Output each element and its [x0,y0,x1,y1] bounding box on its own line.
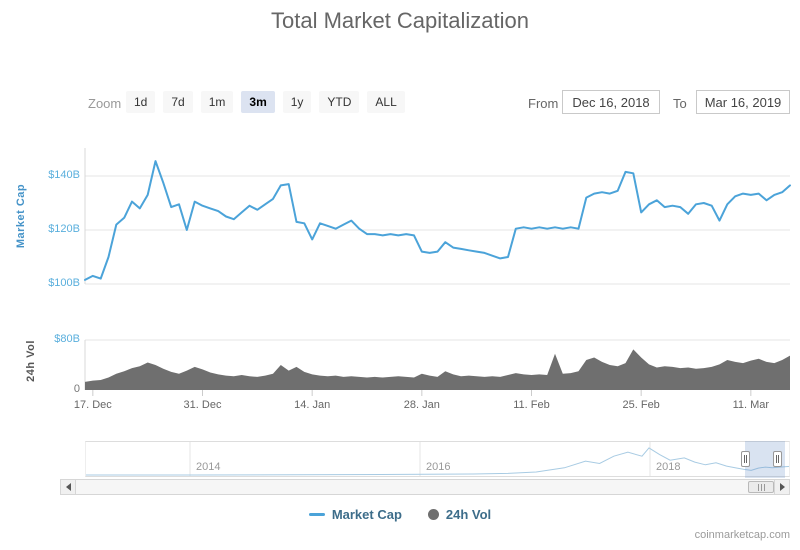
zoom-button-group: 1d 7d 1m 3m 1y YTD ALL [126,91,405,113]
scrollbar-right-arrow-button[interactable] [774,480,789,494]
legend-item-market-cap[interactable]: Market Cap [308,507,402,522]
scrollbar-left-arrow-button[interactable] [61,480,76,494]
horizontal-scrollbar[interactable] [60,479,790,495]
market-cap-line-series[interactable] [84,160,791,281]
xtick-label-25. Feb: 25. Feb [622,399,660,411]
ytick-$140B: $140B [48,169,80,181]
scrollbar-thumb[interactable] [748,481,774,493]
zoom-button-7d[interactable]: 7d [163,91,193,113]
xtick-label-14. Jan: 14. Jan [294,399,331,411]
navigator-year-label-2016: 2016 [426,461,451,473]
navigator-mini-series [85,447,791,476]
legend-label: Market Cap [331,507,402,522]
ytick-$120B: $120B [48,223,80,235]
market-cap-axis-title: Market Cap [15,183,27,249]
navigator-year-label-2014: 2014 [196,461,221,473]
xtick-label-11. Feb: 11. Feb [513,399,550,411]
right-arrow-icon [779,483,785,491]
chart-legend: Market Cap 24h Vol [0,507,800,522]
navigator-year-label-2018: 2018 [656,461,681,473]
circle-marker-icon [427,509,439,520]
volume-area-series[interactable] [85,349,790,390]
legend-item-24h-vol[interactable]: 24h Vol [427,507,492,522]
xtick-label-11. Mar: 11. Mar [732,399,770,411]
xtick-label-28. Jan: 28. Jan [403,399,440,411]
ytick-$100B: $100B [48,277,80,289]
xtick-label-17. Dec: 17. Dec [73,399,112,411]
chart-navigator[interactable] [85,441,790,477]
from-label: From [528,96,559,111]
zoom-button-1y[interactable]: 1y [282,91,312,113]
vol-ytick-0: 0 [73,383,80,395]
navigator-left-handle[interactable] [741,451,750,467]
page-title: Total Market Capitalization [270,8,529,33]
zoom-button-1d[interactable]: 1d [126,91,156,113]
zoom-button-3m[interactable]: 3m [241,91,275,113]
zoom-button-ytd[interactable]: YTD [319,91,360,113]
line-marker-icon [308,513,325,516]
xtick-label-31. Dec: 31. Dec [183,399,222,411]
from-date-input[interactable] [562,90,660,114]
legend-label: 24h Vol [445,507,492,522]
zoom-button-1m[interactable]: 1m [200,91,234,113]
navigator-right-handle[interactable] [773,451,782,467]
vol-ytick-$80B: $80B [54,333,80,345]
navigator-selected-range[interactable] [741,441,785,478]
to-date-input[interactable] [696,90,790,114]
zoom-button-all[interactable]: ALL [367,91,405,113]
zoom-range-label: Zoom [88,96,122,111]
watermark: coinmarketcap.com [694,529,790,541]
left-arrow-icon [65,483,71,491]
to-label: To [673,96,687,111]
